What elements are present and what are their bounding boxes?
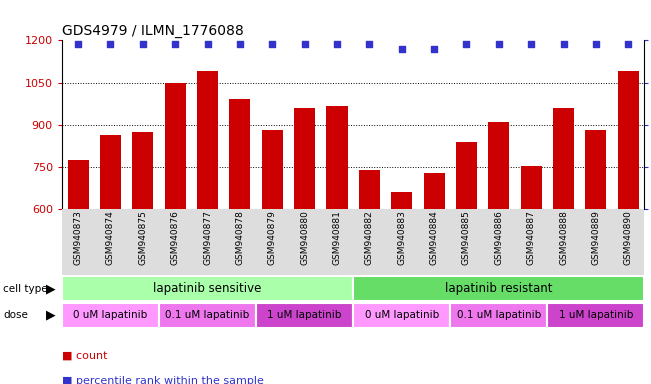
Bar <box>326 106 348 209</box>
Text: ■ count: ■ count <box>62 351 107 361</box>
Bar <box>256 303 353 328</box>
Bar <box>229 99 251 209</box>
Bar <box>521 166 542 209</box>
Text: 1 uM lapatinib: 1 uM lapatinib <box>559 310 633 320</box>
Text: GSM940884: GSM940884 <box>430 210 439 265</box>
Text: dose: dose <box>3 310 28 320</box>
Text: lapatinib sensitive: lapatinib sensitive <box>154 283 262 295</box>
Text: 0.1 uM lapatinib: 0.1 uM lapatinib <box>457 310 541 320</box>
Bar <box>450 303 547 328</box>
Text: GSM940887: GSM940887 <box>527 210 536 265</box>
Bar <box>132 132 153 209</box>
Text: 0 uM lapatinib: 0 uM lapatinib <box>74 310 148 320</box>
Bar <box>197 71 218 209</box>
Point <box>462 41 472 47</box>
Text: GSM940875: GSM940875 <box>138 210 147 265</box>
Point <box>105 41 116 47</box>
Bar <box>488 122 509 209</box>
Bar <box>391 192 412 209</box>
Text: 0 uM lapatinib: 0 uM lapatinib <box>365 310 439 320</box>
Text: GSM940874: GSM940874 <box>106 210 115 265</box>
Text: GSM940886: GSM940886 <box>494 210 503 265</box>
Point <box>590 41 601 47</box>
Text: GSM940881: GSM940881 <box>333 210 342 265</box>
Text: GSM940889: GSM940889 <box>592 210 600 265</box>
Point <box>137 41 148 47</box>
Point <box>332 41 342 47</box>
Point <box>202 41 213 47</box>
Text: ▶: ▶ <box>46 309 55 321</box>
Text: 0.1 uM lapatinib: 0.1 uM lapatinib <box>165 310 249 320</box>
Bar <box>62 303 159 328</box>
Point <box>429 46 439 52</box>
Point <box>364 41 374 47</box>
Text: GSM940876: GSM940876 <box>171 210 180 265</box>
Text: GSM940882: GSM940882 <box>365 210 374 265</box>
Bar <box>359 170 380 209</box>
Text: ■ percentile rank within the sample: ■ percentile rank within the sample <box>62 376 264 384</box>
Bar <box>62 276 353 301</box>
Point <box>623 41 633 47</box>
Text: ▶: ▶ <box>46 283 55 295</box>
Bar <box>68 160 89 209</box>
Text: GSM940877: GSM940877 <box>203 210 212 265</box>
Text: cell type: cell type <box>3 284 48 294</box>
Point <box>234 41 245 47</box>
Text: GSM940885: GSM940885 <box>462 210 471 265</box>
Point <box>299 41 310 47</box>
Text: GSM940873: GSM940873 <box>74 210 83 265</box>
Point <box>493 41 504 47</box>
Text: GSM940878: GSM940878 <box>236 210 244 265</box>
Bar <box>424 173 445 209</box>
Text: 1 uM lapatinib: 1 uM lapatinib <box>268 310 342 320</box>
Text: GDS4979 / ILMN_1776088: GDS4979 / ILMN_1776088 <box>62 24 243 38</box>
Point <box>396 46 407 52</box>
Text: GSM940890: GSM940890 <box>624 210 633 265</box>
Bar <box>618 71 639 209</box>
Bar <box>100 135 121 209</box>
Bar <box>294 108 315 209</box>
Bar <box>353 276 644 301</box>
Point <box>267 41 277 47</box>
Text: GSM940888: GSM940888 <box>559 210 568 265</box>
Text: GSM940879: GSM940879 <box>268 210 277 265</box>
Bar <box>553 108 574 209</box>
Text: lapatinib resistant: lapatinib resistant <box>445 283 553 295</box>
Point <box>73 41 83 47</box>
Point <box>559 41 569 47</box>
Bar <box>585 131 607 209</box>
Point <box>170 41 180 47</box>
Bar <box>159 303 256 328</box>
Bar <box>353 303 450 328</box>
Bar <box>165 83 186 209</box>
Bar <box>262 131 283 209</box>
Bar <box>456 142 477 209</box>
Bar <box>547 303 644 328</box>
Text: GSM940880: GSM940880 <box>300 210 309 265</box>
Point <box>526 41 536 47</box>
Text: GSM940883: GSM940883 <box>397 210 406 265</box>
